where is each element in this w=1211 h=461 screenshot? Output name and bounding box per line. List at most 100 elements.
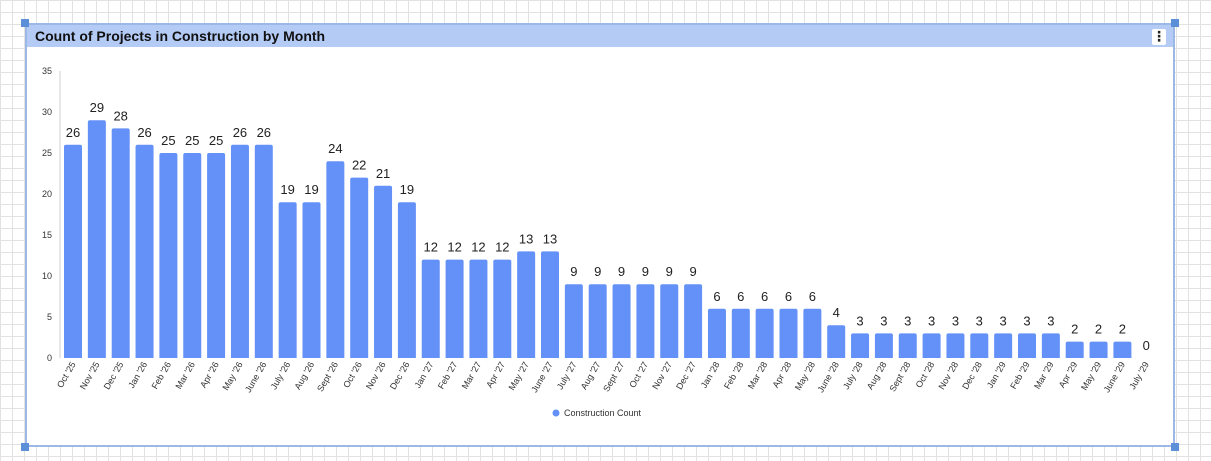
data-label: 3 — [928, 313, 935, 328]
x-tick-label: May '27 — [507, 360, 531, 392]
data-label: 2 — [1071, 322, 1078, 337]
bar — [111, 128, 130, 358]
y-tick-label: 5 — [47, 312, 52, 322]
data-label: 3 — [952, 313, 959, 328]
bar — [803, 308, 822, 358]
data-label: 22 — [352, 158, 366, 173]
x-tick-label: Dec '27 — [674, 360, 698, 391]
data-label: 19 — [304, 182, 318, 197]
y-tick-label: 0 — [47, 353, 52, 363]
x-tick-label: May '29 — [1079, 360, 1103, 392]
bar — [302, 202, 321, 358]
x-tick-label: Mar '29 — [1032, 360, 1056, 391]
bar — [183, 153, 202, 358]
bar — [755, 308, 774, 358]
x-tick-label: June '29 — [1102, 360, 1128, 394]
bar — [588, 284, 607, 358]
more-vert-icon[interactable]: ⋮ — [1152, 29, 1166, 45]
x-tick-label: May '28 — [793, 360, 817, 392]
resize-handle-bottom-left[interactable] — [21, 443, 29, 451]
x-tick-label: Oct '25 — [55, 360, 78, 389]
x-tick-label: Apr '29 — [1057, 360, 1080, 389]
bar — [970, 333, 989, 358]
data-label: 4 — [833, 305, 840, 320]
data-label: 3 — [1000, 313, 1007, 328]
x-tick-label: Aug '28 — [865, 360, 889, 391]
x-tick-label: Mar '27 — [460, 360, 484, 391]
x-tick-label: Mar '28 — [746, 360, 770, 391]
data-label: 9 — [666, 264, 673, 279]
y-tick-label: 10 — [42, 271, 52, 281]
x-tick-label: Oct '27 — [627, 360, 650, 389]
x-tick-label: June '26 — [243, 360, 269, 394]
x-tick-label: Oct '26 — [341, 360, 364, 389]
bar — [1113, 341, 1132, 358]
bar — [660, 284, 679, 358]
x-tick-label: Feb '29 — [1008, 360, 1032, 391]
data-label: 2 — [1095, 322, 1102, 337]
data-label: 12 — [471, 240, 485, 255]
data-label: 25 — [209, 133, 223, 148]
data-label: 9 — [689, 264, 696, 279]
x-tick-label: July '26 — [269, 360, 293, 391]
bar — [64, 144, 82, 358]
bar — [135, 144, 154, 358]
bar — [922, 333, 941, 358]
x-tick-label: Jan '26 — [126, 360, 149, 390]
data-label: 12 — [495, 240, 509, 255]
data-label: 6 — [713, 289, 720, 304]
bar — [946, 333, 965, 358]
bar — [517, 251, 536, 358]
bar — [1065, 341, 1084, 358]
bar — [684, 284, 703, 358]
bar — [469, 259, 488, 358]
data-label: 6 — [785, 289, 792, 304]
chart-title: Count of Projects in Construction by Mon… — [35, 28, 326, 44]
x-tick-label: Mar '26 — [173, 360, 197, 391]
bar — [636, 284, 655, 358]
data-label: 3 — [1047, 313, 1054, 328]
data-label: 26 — [257, 125, 271, 140]
bar — [707, 308, 726, 358]
data-label: 19 — [400, 182, 414, 197]
x-tick-label: Oct '28 — [914, 360, 937, 389]
y-tick-label: 15 — [42, 230, 52, 240]
widget-header: Count of Projects in Construction by Mon… — [27, 25, 1173, 47]
bar — [874, 333, 893, 358]
resize-handle-top-left[interactable] — [21, 19, 29, 27]
x-tick-label: Nov '28 — [936, 360, 960, 391]
bar — [421, 259, 440, 358]
x-tick-label: Sept '27 — [601, 360, 626, 393]
bar — [827, 325, 846, 358]
bar — [207, 153, 226, 358]
bar — [397, 202, 416, 358]
data-label: 3 — [904, 313, 911, 328]
x-tick-label: June '27 — [529, 360, 555, 394]
bar — [1018, 333, 1036, 358]
resize-handle-bottom-right[interactable] — [1171, 443, 1179, 451]
bar — [1041, 333, 1060, 358]
y-tick-label: 20 — [42, 189, 52, 199]
data-label: 6 — [761, 289, 768, 304]
x-tick-label: Sept '28 — [887, 360, 912, 393]
data-label: 2 — [1119, 322, 1126, 337]
data-label: 28 — [113, 108, 127, 123]
data-label: 13 — [543, 231, 557, 246]
x-tick-label: Nov '27 — [650, 360, 674, 391]
data-label: 12 — [447, 240, 461, 255]
data-label: 26 — [66, 125, 80, 140]
resize-handle-top-right[interactable] — [1171, 19, 1179, 27]
data-label: 24 — [328, 141, 342, 156]
data-label: 6 — [737, 289, 744, 304]
x-tick-label: Aug '26 — [292, 360, 316, 391]
x-tick-label: Aug '27 — [579, 360, 603, 391]
legend-label: Construction Count — [564, 408, 642, 418]
x-tick-label: May '26 — [220, 360, 244, 392]
data-label: 26 — [233, 125, 247, 140]
y-tick-label: 25 — [42, 148, 52, 158]
data-label: 3 — [976, 313, 983, 328]
data-label: 12 — [424, 240, 438, 255]
bar — [1089, 341, 1108, 358]
bar — [374, 185, 393, 358]
